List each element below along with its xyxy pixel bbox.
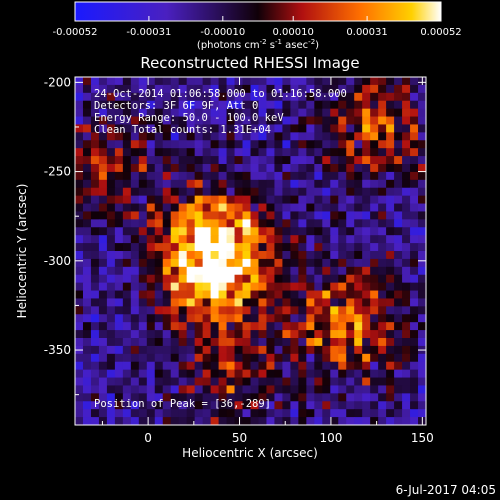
colorbar-ticks: -0.00052 -0.00031 -0.00010 0.00010 0.00031 0.…	[53, 16, 462, 38]
x-tick-label: 0	[144, 431, 152, 445]
y-tick-label: -200	[44, 75, 71, 89]
colorbar-gradient	[74, 1, 442, 22]
annotation-peak: Position of Peak = [36,-289]	[94, 398, 271, 410]
plot-frame	[74, 76, 427, 426]
x-tick-label: 50	[232, 431, 247, 445]
annotation-time-range: 24-Oct-2014 01:06:58.000 to 01:16:58.000	[94, 88, 347, 100]
colorbar-tick-label: -0.00010	[200, 27, 245, 38]
annotation-block: 24-Oct-2014 01:06:58.000 to 01:16:58.000…	[94, 88, 347, 410]
colorbar-tick-label: 0.00010	[273, 27, 314, 38]
y-tick-label: -250	[44, 165, 71, 179]
chart-title: Reconstructed RHESSI Image	[140, 54, 359, 72]
y-tick-label: -300	[44, 254, 71, 268]
footer-date: 6-Jul-2017 04:05	[396, 483, 496, 497]
colorbar-tick-label: 0.00031	[346, 27, 387, 38]
y-axis-label: Heliocentric Y (arcsec)	[15, 184, 29, 319]
annotation-energy: Energy Range: 50.0 - 100.0 keV	[94, 112, 284, 124]
x-axis-label: Heliocentric X (arcsec)	[182, 446, 318, 460]
colorbar-tick-label: -0.00031	[126, 27, 171, 38]
heatmap-image	[75, 77, 426, 425]
annotation-method: Clean Total counts: 1.31E+04	[94, 124, 271, 136]
x-tick-label: 150	[411, 431, 434, 445]
y-tick-label: -350	[44, 343, 71, 357]
annotation-detectors: Detectors: 3F 6F 9F, Att 0	[94, 100, 258, 112]
axis-ticks: 0 50 100 150 -200 -250 -300 -350	[44, 75, 434, 445]
colorbar-tick-label: 0.00052	[420, 27, 461, 38]
colorbar-unit-label: (photons cm-2 s-1 asec-2)	[197, 38, 319, 51]
colorbar-tick-label: -0.00052	[53, 27, 98, 38]
colorbar: -0.00052 -0.00031 -0.00010 0.00010 0.00031 0.…	[53, 1, 462, 51]
x-tick-label: 100	[319, 431, 342, 445]
